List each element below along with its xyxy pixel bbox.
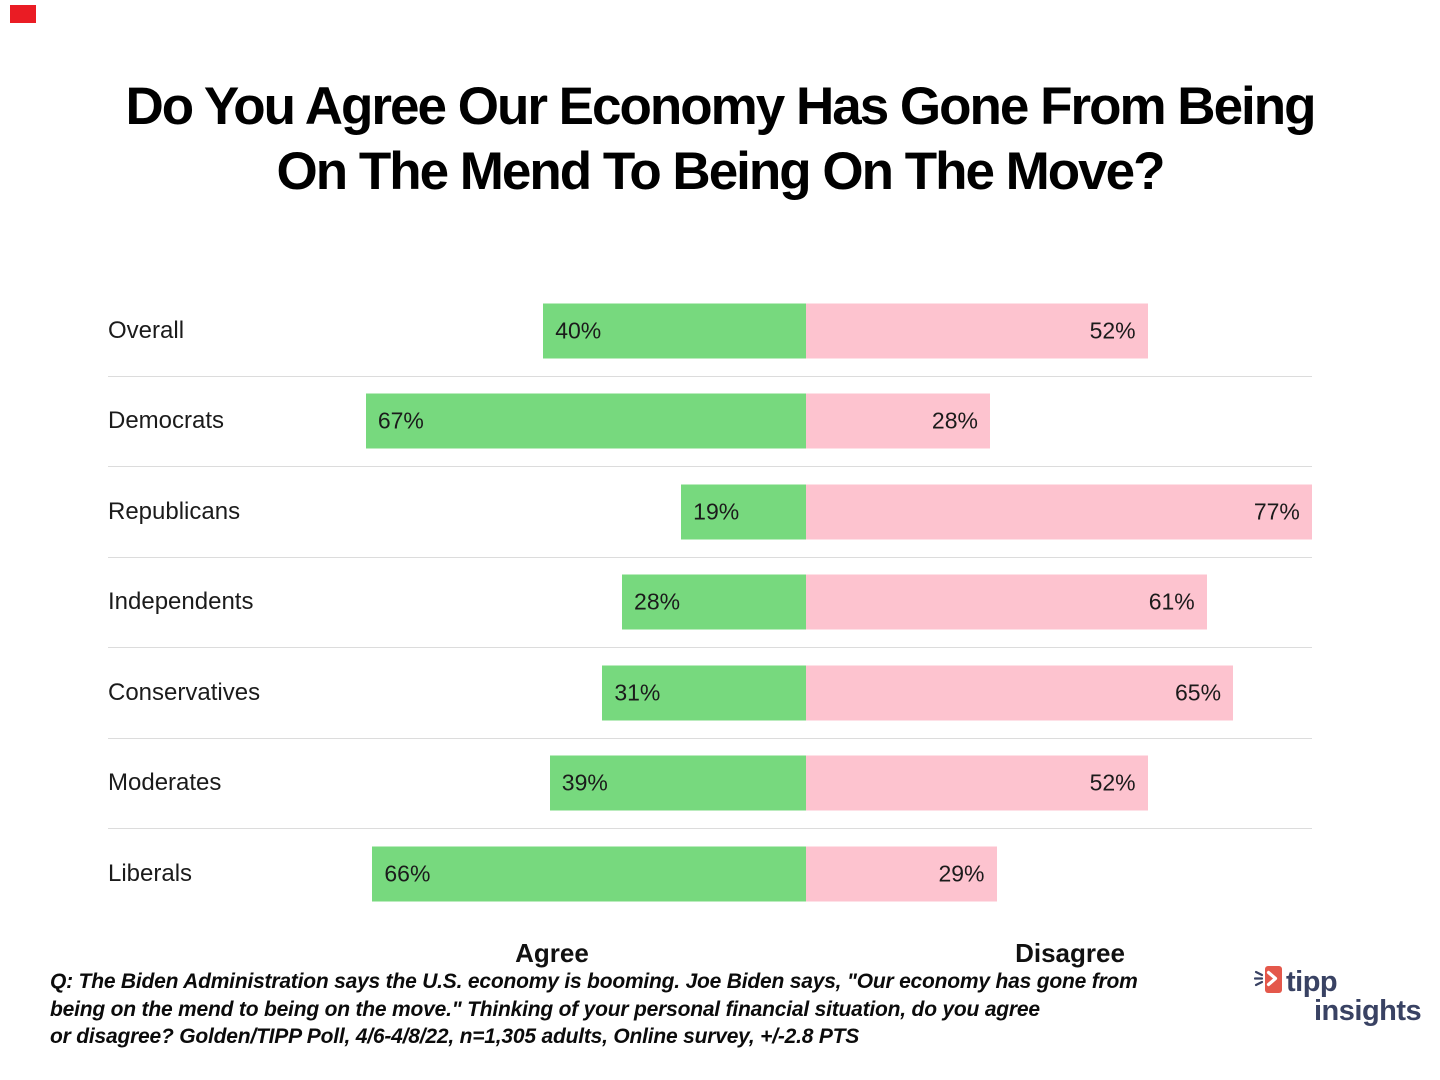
chart-title-line2: On The Mend To Being On The Move? [276,142,1166,201]
disagree-bar: 52% [806,755,1148,811]
chart-row: Democrats 67% 28% [108,377,1312,467]
category-label: Liberals [108,860,193,888]
chart-row: Moderates 39% 52% [108,739,1312,829]
disagree-value-label: 77% [1253,498,1300,525]
tipp-insights-logo: tipp insights [1253,963,1422,1027]
legend-disagree-label: Disagree [1015,938,1125,968]
legend-agree-label: Agree [515,938,589,968]
agree-bar: 66% [372,846,806,902]
agree-bar: 39% [549,755,806,811]
agree-value-label: 67% [377,407,424,434]
disagree-value-label: 28% [931,407,978,434]
disagree-value-label: 61% [1148,588,1195,615]
disagree-value-label: 52% [1089,769,1136,796]
disagree-bar: 77% [806,484,1312,540]
chart-title-line1: Do You Agree Our Economy Has Gone From B… [125,77,1316,136]
agree-value-label: 28% [634,588,681,615]
footnote-line1: Q: The Biden Administration says the U.S… [50,970,1138,993]
agree-bar: 31% [602,665,806,721]
agree-value-label: 31% [614,679,661,706]
diverging-bar-chart: Overall 40% 52% Democrats 67% 28% Republicans 1… [108,286,1312,920]
disagree-bar: 65% [806,665,1234,721]
disagree-value-label: 52% [1089,317,1136,344]
source-footnote: Q: The Biden Administration says the U.S… [50,968,1138,1051]
agree-value-label: 40% [555,317,602,344]
disagree-bar: 29% [806,846,997,902]
agree-value-label: 66% [384,860,431,887]
category-label: Democrats [108,407,225,435]
disagree-value-label: 29% [938,860,985,887]
footnote-line3: or disagree? Golden/TIPP Poll, 4/6-4/8/2… [50,1025,860,1048]
chart-row: Republicans 19% 77% [108,467,1312,558]
disagree-value-label: 65% [1175,679,1222,706]
disagree-bar: 52% [806,303,1148,359]
agree-value-label: 19% [693,498,740,525]
category-label: Moderates [108,769,222,797]
agree-bar: 67% [365,393,806,449]
category-label: Conservatives [108,678,261,706]
category-label: Independents [108,588,254,616]
logo-word-insights: insights [1314,995,1422,1027]
chart-row: Liberals 66% 29% [108,829,1312,920]
footnote-line2: being on the mend to being on the move."… [50,997,1040,1021]
disagree-bar: 28% [806,393,990,449]
chart-row: Conservatives 31% 65% [108,648,1312,739]
chart-row: Overall 40% 52% [108,286,1312,377]
agree-bar: 40% [543,303,806,359]
category-label: Overall [108,316,185,344]
chart-row: Independents 28% 61% [108,558,1312,648]
agree-value-label: 39% [561,769,608,796]
chart-rows: Overall 40% 52% Democrats 67% 28% Republicans 1… [108,286,1312,920]
agree-bar: 28% [622,574,806,630]
red-corner-marker [10,5,36,23]
tipp-flag-icon [1253,963,1284,1000]
logo-word-tipp: tipp [1286,965,1338,998]
disagree-bar: 61% [806,574,1207,630]
chart-title: Do You Agree Our Economy Has Gone From B… [0,74,1440,204]
category-label: Republicans [108,497,241,525]
agree-bar: 19% [681,484,806,540]
